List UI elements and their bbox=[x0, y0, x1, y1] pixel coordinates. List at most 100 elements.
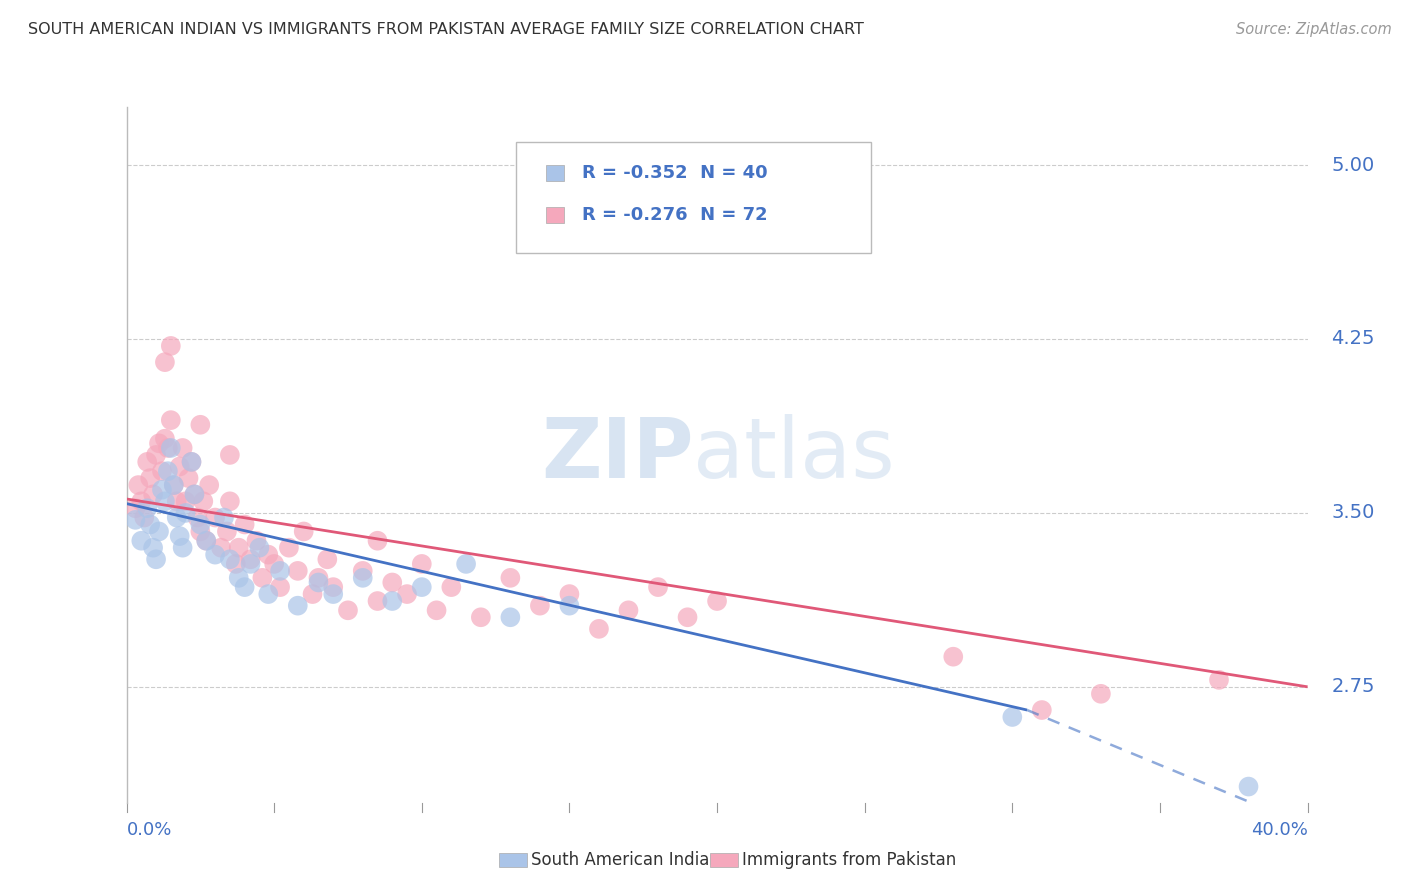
Point bbox=[1001, 710, 1024, 724]
Point bbox=[219, 448, 242, 462]
Point bbox=[239, 552, 262, 566]
Point bbox=[188, 417, 211, 432]
Point bbox=[942, 649, 965, 664]
Point bbox=[381, 575, 404, 590]
Point bbox=[139, 517, 162, 532]
Point bbox=[440, 580, 463, 594]
Point bbox=[322, 587, 344, 601]
Point bbox=[166, 494, 188, 508]
Point bbox=[499, 571, 522, 585]
Point bbox=[183, 487, 205, 501]
Point bbox=[174, 506, 197, 520]
Point bbox=[159, 441, 183, 455]
Bar bbox=[546, 166, 564, 181]
Point bbox=[163, 478, 186, 492]
Point bbox=[411, 557, 433, 571]
Point bbox=[172, 441, 194, 455]
Text: South American Indians: South American Indians bbox=[531, 851, 730, 869]
Point bbox=[247, 541, 270, 555]
Point bbox=[1208, 673, 1230, 687]
Text: R = -0.352  N = 40: R = -0.352 N = 40 bbox=[582, 164, 768, 182]
Point bbox=[142, 487, 165, 501]
Point bbox=[337, 603, 360, 617]
Point bbox=[706, 594, 728, 608]
Point bbox=[307, 575, 329, 590]
Point bbox=[499, 610, 522, 624]
Point bbox=[257, 587, 280, 601]
Point bbox=[558, 599, 581, 613]
Point bbox=[381, 594, 404, 608]
Text: 0.0%: 0.0% bbox=[127, 822, 172, 839]
Text: Immigrants from Pakistan: Immigrants from Pakistan bbox=[742, 851, 956, 869]
Text: 3.50: 3.50 bbox=[1331, 503, 1375, 523]
Point bbox=[177, 471, 200, 485]
Point bbox=[322, 580, 344, 594]
Text: Source: ZipAtlas.com: Source: ZipAtlas.com bbox=[1236, 22, 1392, 37]
Point bbox=[139, 471, 162, 485]
Point bbox=[278, 541, 301, 555]
Point bbox=[269, 564, 291, 578]
Text: 4.25: 4.25 bbox=[1331, 329, 1375, 349]
Point bbox=[153, 355, 176, 369]
Point bbox=[169, 529, 191, 543]
Point bbox=[228, 571, 250, 585]
Text: 40.0%: 40.0% bbox=[1251, 822, 1308, 839]
Point bbox=[129, 494, 153, 508]
Point bbox=[159, 413, 183, 427]
FancyBboxPatch shape bbox=[516, 142, 870, 253]
Point bbox=[588, 622, 610, 636]
Bar bbox=[546, 207, 564, 222]
Point bbox=[366, 533, 388, 548]
Point bbox=[1031, 703, 1053, 717]
Point bbox=[228, 541, 250, 555]
Point bbox=[1237, 780, 1260, 794]
Point bbox=[180, 455, 202, 469]
Point bbox=[470, 610, 492, 624]
Point bbox=[188, 524, 211, 539]
Point bbox=[174, 494, 197, 508]
Point bbox=[136, 501, 159, 516]
Point bbox=[352, 564, 374, 578]
Point bbox=[316, 552, 339, 566]
Point bbox=[186, 510, 208, 524]
Point bbox=[124, 513, 146, 527]
Point bbox=[180, 455, 202, 469]
Point bbox=[209, 541, 232, 555]
Point bbox=[127, 478, 149, 492]
Point bbox=[307, 571, 329, 585]
Point bbox=[156, 464, 179, 478]
Point bbox=[558, 587, 581, 601]
Point bbox=[219, 552, 242, 566]
Point bbox=[156, 441, 179, 455]
Point bbox=[169, 459, 191, 474]
Point bbox=[124, 501, 146, 516]
Point bbox=[269, 580, 291, 594]
Point bbox=[676, 610, 699, 624]
Point bbox=[287, 599, 309, 613]
Text: 5.00: 5.00 bbox=[1331, 155, 1375, 175]
Point bbox=[153, 432, 176, 446]
Point bbox=[134, 510, 156, 524]
Point bbox=[239, 557, 262, 571]
Point bbox=[145, 552, 167, 566]
Point bbox=[150, 483, 173, 497]
Point bbox=[159, 339, 183, 353]
Point bbox=[245, 533, 267, 548]
Point bbox=[233, 517, 256, 532]
Point bbox=[150, 464, 173, 478]
Point bbox=[529, 599, 551, 613]
Point bbox=[188, 517, 211, 532]
Point bbox=[204, 548, 226, 562]
Point bbox=[352, 571, 374, 585]
Point bbox=[287, 564, 309, 578]
Point bbox=[166, 510, 188, 524]
Point bbox=[142, 541, 165, 555]
Point bbox=[193, 494, 215, 508]
Point bbox=[647, 580, 669, 594]
Text: R = -0.276  N = 72: R = -0.276 N = 72 bbox=[582, 206, 768, 224]
Point bbox=[263, 557, 285, 571]
Point bbox=[172, 541, 194, 555]
Point bbox=[257, 548, 280, 562]
Point bbox=[301, 587, 323, 601]
Point bbox=[195, 533, 218, 548]
